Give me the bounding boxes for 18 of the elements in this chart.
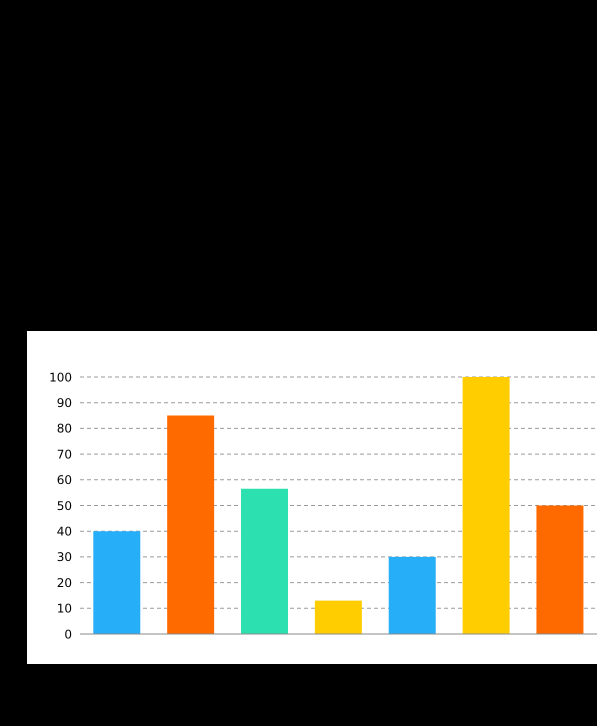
y-tick-label: 50 xyxy=(56,498,72,513)
bar xyxy=(536,506,584,634)
y-tick-label: 40 xyxy=(56,524,72,538)
bar xyxy=(93,531,140,634)
bar xyxy=(462,377,510,634)
y-tick-label: 30 xyxy=(56,550,72,564)
y-tick-label: 20 xyxy=(56,576,72,590)
bar xyxy=(241,488,288,634)
y-tick-label: 60 xyxy=(56,473,72,488)
y-tick-label: 70 xyxy=(56,447,72,462)
y-tick-label: 80 xyxy=(56,422,72,436)
bar xyxy=(388,556,436,634)
y-tick-label: 90 xyxy=(56,396,72,410)
y-tick-label: 0 xyxy=(64,627,72,642)
bar xyxy=(314,600,362,634)
y-tick-label: 100 xyxy=(49,370,72,384)
y-tick-label: 10 xyxy=(56,602,72,616)
bar xyxy=(167,416,214,634)
